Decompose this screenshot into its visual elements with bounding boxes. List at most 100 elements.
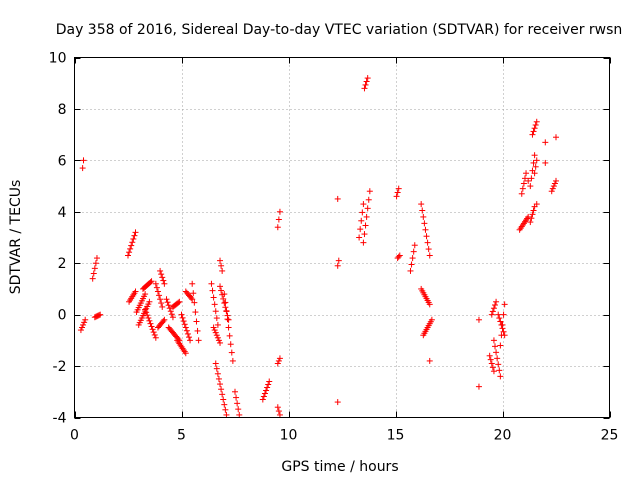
data-point (194, 327, 201, 334)
data-point (146, 298, 153, 305)
data-point (495, 361, 502, 368)
data-point (358, 217, 365, 224)
data-point (274, 360, 281, 367)
data-point (357, 226, 364, 233)
data-point (188, 294, 195, 301)
data-point (81, 319, 88, 326)
data-point (426, 301, 433, 308)
data-point (183, 327, 190, 334)
data-point (148, 278, 155, 285)
data-point (520, 180, 527, 187)
data-point (396, 252, 403, 259)
data-point (92, 260, 99, 267)
data-point (531, 152, 538, 159)
data-point (528, 215, 535, 222)
data-point (193, 318, 200, 325)
data-point (335, 257, 342, 264)
data-point (493, 349, 500, 356)
data-point (497, 342, 504, 349)
data-point (527, 219, 534, 226)
data-point (361, 85, 368, 92)
data-point (158, 300, 165, 307)
chart-title: Day 358 of 2016, Sidereal Day-to-day VTE… (56, 22, 623, 38)
data-point (90, 270, 97, 277)
data-point (212, 360, 219, 367)
data-point (164, 299, 171, 306)
data-point (150, 329, 157, 336)
data-point (225, 316, 232, 323)
data-point (411, 242, 418, 249)
data-point (525, 177, 532, 184)
data-point (147, 320, 154, 327)
data-point (131, 232, 138, 239)
data-point (525, 213, 532, 220)
data-point (145, 314, 152, 321)
data-point (212, 329, 219, 336)
data-point (362, 222, 369, 229)
data-point (334, 399, 341, 406)
data-point (219, 267, 226, 274)
data-point (530, 128, 537, 135)
data-point (532, 122, 539, 128)
x-tick-label: 20 (494, 428, 512, 444)
data-point (80, 321, 87, 328)
data-point (211, 327, 218, 334)
data-point (151, 331, 158, 338)
data-point (275, 408, 282, 415)
data-point (426, 252, 433, 259)
data-point (366, 188, 373, 195)
data-point (218, 386, 225, 393)
data-point (490, 368, 497, 375)
data-point (159, 303, 166, 310)
data-point (192, 309, 199, 316)
data-point (161, 280, 168, 287)
data-point (223, 411, 230, 418)
data-point (144, 312, 151, 319)
data-point (492, 302, 499, 308)
data-point (551, 180, 558, 187)
data-point (78, 324, 85, 331)
data-point (488, 311, 495, 318)
data-point (542, 139, 549, 146)
data-point (259, 396, 266, 403)
data-point (147, 279, 154, 286)
data-point (531, 170, 538, 177)
data-point (519, 185, 526, 192)
data-point (489, 364, 496, 371)
x-tick-label: 25 (601, 428, 619, 444)
data-point (175, 299, 182, 306)
data-point (530, 207, 537, 214)
y-tick-label: 0 (58, 308, 67, 324)
data-point (407, 267, 414, 274)
data-point (487, 356, 494, 363)
data-point (356, 234, 363, 241)
data-point (220, 396, 227, 403)
data-point (210, 324, 217, 331)
x-tick-label: 5 (177, 428, 186, 444)
data-point (236, 411, 243, 418)
data-point (132, 288, 139, 295)
data-point (419, 207, 426, 214)
data-point (264, 384, 271, 391)
data-point (152, 280, 159, 287)
data-point (97, 311, 104, 318)
data-point (533, 157, 540, 164)
data-point (209, 287, 216, 294)
data-point (553, 134, 559, 141)
data-point (428, 316, 435, 323)
data-point (221, 401, 228, 408)
data-point (528, 175, 535, 182)
data-point (360, 239, 367, 246)
data-point (163, 296, 170, 303)
data-point (228, 349, 235, 356)
data-point (224, 316, 231, 323)
data-point (159, 274, 166, 281)
grid-lines (74, 57, 610, 418)
data-point (182, 324, 189, 331)
data-point (182, 350, 189, 357)
data-point (225, 324, 232, 331)
data-point (167, 308, 174, 315)
data-point (215, 375, 222, 382)
data-point (149, 326, 156, 333)
